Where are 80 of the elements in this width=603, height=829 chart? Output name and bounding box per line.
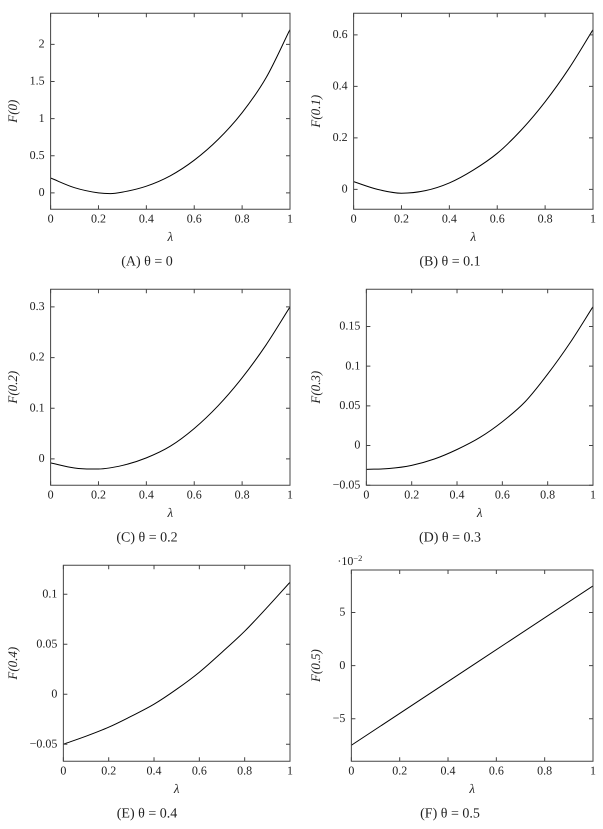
x-tick-label: 0.8 — [537, 764, 552, 778]
x-tick-label: 0.2 — [394, 212, 409, 226]
y-tick-label: −0.05 — [30, 736, 58, 750]
y-tick-label: 2 — [38, 36, 45, 51]
x-tick-label: 0 — [60, 764, 66, 778]
x-tick-label: 0.4 — [138, 488, 154, 502]
x-tick-label: 0.2 — [90, 212, 106, 226]
y-tick-label: 0 — [51, 686, 58, 700]
x-tick-label: 1 — [287, 764, 293, 778]
x-tick-label: 0.8 — [234, 488, 250, 502]
y-tick-label: 0.2 — [332, 130, 348, 144]
text: (B) θ = 0.1 — [419, 254, 481, 270]
x-tick-label: 0.4 — [146, 764, 162, 778]
x-axis-title: λ — [469, 228, 476, 244]
y-tick-label: 1.5 — [30, 74, 45, 88]
text: (F) θ = 0.5 — [420, 806, 480, 822]
x-tick-label: 0.6 — [494, 488, 510, 502]
x-tick-label: 0.6 — [186, 488, 202, 502]
y-tick-label: 0.15 — [339, 318, 360, 333]
x-tick-label: 1 — [590, 212, 596, 226]
x-tick-label: 0.8 — [234, 212, 250, 226]
y-axis-title: F(0.1) — [308, 94, 324, 129]
x-tick-label: 1 — [287, 488, 293, 502]
x-tick-label: 0.8 — [237, 764, 252, 778]
text: (C) θ = 0.2 — [116, 530, 178, 546]
line-series — [366, 306, 593, 470]
line-series — [63, 582, 290, 745]
x-tick-label: 1 — [590, 764, 596, 778]
y-tick-label: −0.05 — [332, 477, 360, 492]
x-tick-label: 0.4 — [442, 212, 457, 226]
x-tick-label: 0.4 — [138, 212, 154, 226]
y-tick-label: 0.1 — [30, 400, 45, 414]
x-tick-label: 0.2 — [101, 764, 116, 778]
y-tick-label: 0 — [342, 182, 348, 196]
text: (A) θ = 0 — [121, 254, 173, 270]
y-tick-label: 0.1 — [345, 358, 360, 372]
y-axis-title: F(0.4) — [5, 646, 20, 681]
x-tick-label: 0 — [363, 488, 370, 502]
x-axis-title: λ — [468, 780, 476, 796]
x-tick-label: 0.8 — [538, 212, 553, 226]
x-tick-label: 0.6 — [192, 764, 207, 778]
y-tick-label: 0 — [38, 451, 45, 466]
y-tick-label: 0 — [339, 658, 346, 672]
y-tick-label: 5 — [339, 604, 346, 619]
y-tick-label: 0.2 — [30, 350, 45, 364]
y-tick-label: 0.5 — [30, 148, 45, 162]
x-tick-label: 0.6 — [490, 212, 505, 226]
line-series — [50, 29, 290, 194]
x-tick-label: 0.4 — [440, 764, 456, 778]
y-tick-label: 0.6 — [332, 26, 348, 41]
x-tick-label: 0.8 — [540, 488, 556, 502]
y-axis-title: F(0.5) — [308, 649, 324, 684]
y-tick-label: 0.4 — [332, 78, 348, 92]
y-axis-title: F(0.3) — [308, 370, 324, 405]
x-tick-label: 0.2 — [90, 488, 106, 502]
text: (D) θ = 0.3 — [418, 530, 482, 546]
y-tick-label: 0 — [38, 185, 45, 200]
x-tick-label: 0.6 — [186, 212, 202, 226]
x-tick-label: 0.4 — [450, 488, 465, 502]
x-tick-label: 1 — [287, 212, 293, 226]
text: (E) θ = 0.4 — [116, 806, 178, 822]
y-tick-label: 0.3 — [30, 299, 45, 314]
y-tick-label: 1 — [38, 110, 45, 125]
line-series — [354, 29, 593, 194]
y-tick-label: 0.1 — [42, 586, 58, 600]
x-tick-label: 0.2 — [392, 764, 408, 778]
x-tick-label: 0.2 — [404, 488, 420, 502]
x-axis-title: λ — [476, 504, 483, 520]
line-series — [50, 306, 290, 470]
y-axis-title: F(0.2) — [5, 370, 20, 405]
x-axis-title: λ — [166, 504, 174, 520]
y-tick-label: 0.05 — [339, 398, 360, 412]
x-axis-title: λ — [166, 228, 174, 244]
y-tick-label: 0 — [354, 438, 360, 452]
y-tick-label: 0.05 — [36, 636, 58, 650]
y-axis-title: F(0) — [5, 100, 20, 124]
x-tick-label: 1 — [590, 488, 596, 502]
x-tick-label: 0.6 — [488, 764, 504, 778]
y-tick-label: −5 — [332, 710, 346, 725]
x-axis-title: λ — [172, 780, 180, 796]
